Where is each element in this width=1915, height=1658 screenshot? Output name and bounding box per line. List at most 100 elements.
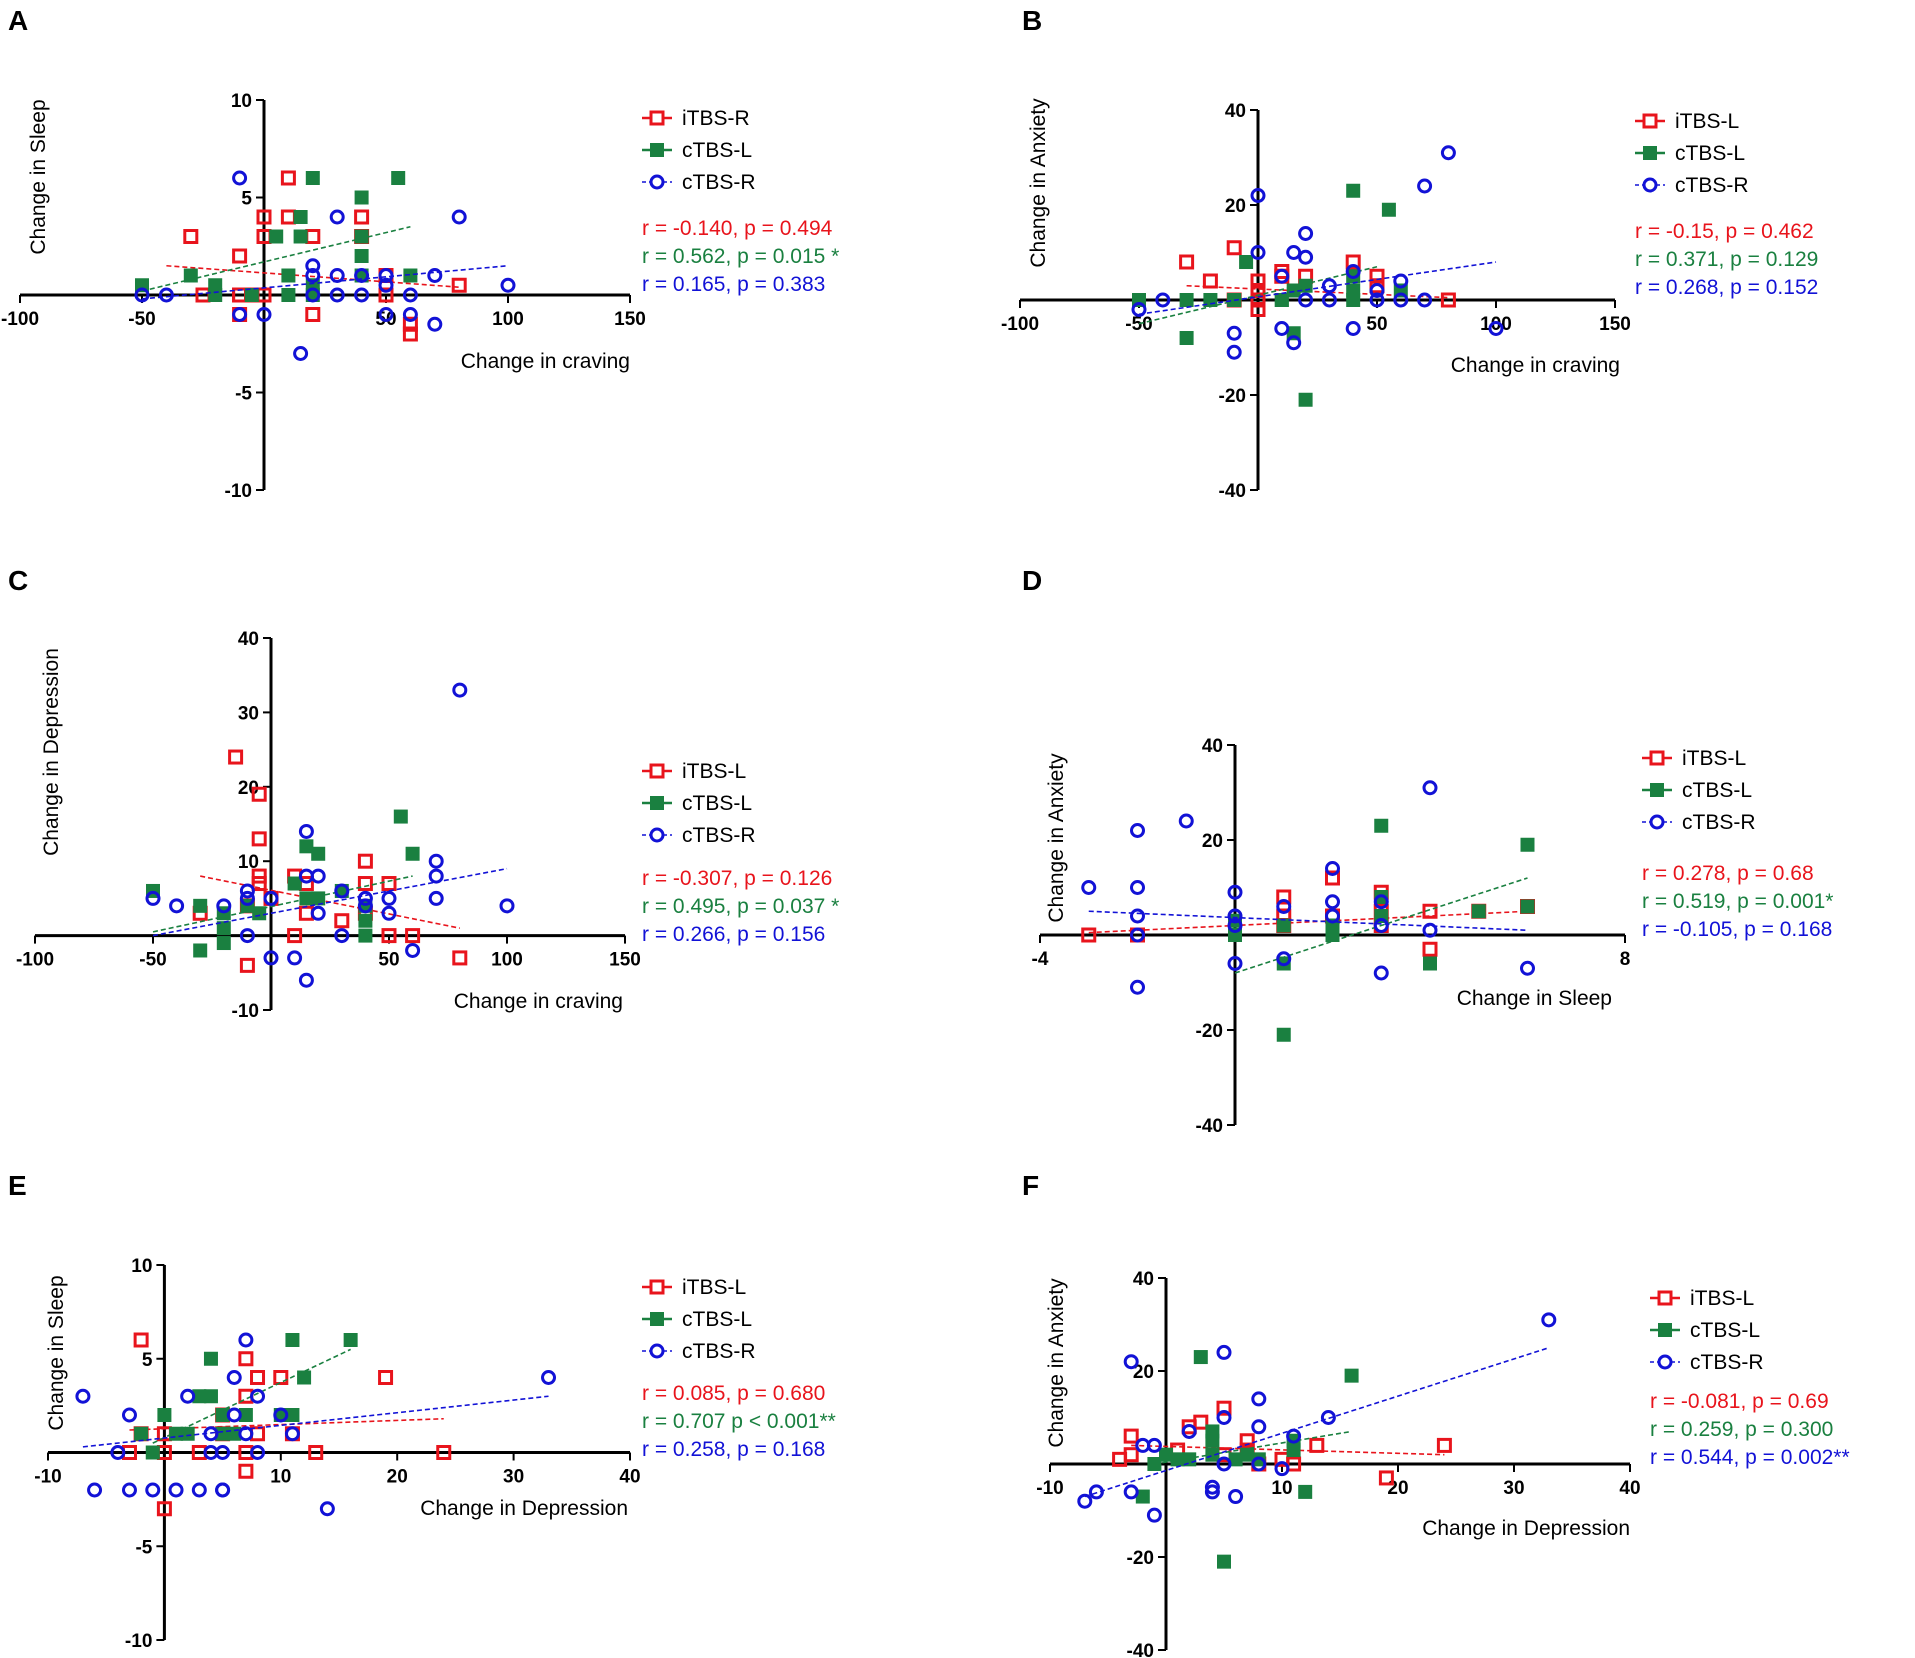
legend-label: cTBS-R xyxy=(1690,1351,1764,1374)
data-point xyxy=(1216,1400,1232,1416)
series-ctbs-r xyxy=(134,170,516,361)
data-point xyxy=(378,1370,394,1385)
data-point xyxy=(1373,918,1389,933)
data-point xyxy=(1298,1484,1313,1499)
data-point xyxy=(1130,908,1145,924)
x-tick-label: 30 xyxy=(503,1467,524,1488)
series-itbs-l xyxy=(192,749,468,973)
data-point xyxy=(1520,899,1535,914)
data-point xyxy=(1440,145,1456,161)
data-point xyxy=(208,288,223,302)
data-point xyxy=(1325,861,1340,876)
data-point xyxy=(1217,1554,1231,1569)
stat-text: r = 0.085, p = 0.680 xyxy=(642,1382,825,1405)
data-point xyxy=(1251,1456,1267,1472)
stat-text: r = 0.258, p = 0.168 xyxy=(642,1438,825,1461)
data-point xyxy=(251,786,267,802)
data-point xyxy=(1226,344,1242,360)
data-point xyxy=(121,1407,137,1423)
panel-letter: C xyxy=(8,565,28,596)
data-point xyxy=(1298,226,1314,241)
data-point xyxy=(1520,960,1535,976)
x-tick-label: 40 xyxy=(1619,1478,1640,1499)
data-point xyxy=(299,839,314,854)
data-point xyxy=(297,1370,312,1385)
stat-text: r = 0.259, p = 0.300 xyxy=(1650,1418,1833,1441)
legend-entry: iTBS-L xyxy=(1650,1287,1754,1310)
data-point xyxy=(305,268,321,283)
stat-text: r = 0.268, p = 0.152 xyxy=(1635,276,1818,299)
y-axis-label: Change in Anxiety xyxy=(1027,98,1050,268)
data-point xyxy=(499,898,515,914)
x-axis-label: Change in craving xyxy=(454,990,623,1013)
data-point xyxy=(203,1389,218,1404)
y-axis-label: Change in Sleep xyxy=(45,1275,68,1430)
data-point xyxy=(1240,1447,1255,1462)
data-point xyxy=(354,287,370,303)
data-point xyxy=(1423,956,1437,971)
stat-text: r = -0.105, p = 0.168 xyxy=(1642,918,1832,941)
data-point xyxy=(354,229,369,244)
stat-text: r = -0.15, p = 0.462 xyxy=(1635,220,1814,243)
data-point xyxy=(1182,1452,1197,1467)
data-point xyxy=(1123,1354,1139,1370)
data-point xyxy=(134,1426,149,1441)
data-point xyxy=(1274,1461,1290,1477)
fit-line xyxy=(1088,910,1528,934)
legend-marker xyxy=(649,763,665,779)
data-point xyxy=(334,913,350,929)
data-point xyxy=(226,1370,242,1385)
data-point xyxy=(1276,918,1291,933)
data-point xyxy=(1178,813,1194,829)
y-tick-label: -40 xyxy=(1196,1116,1223,1137)
data-point xyxy=(1298,249,1314,265)
data-point xyxy=(269,229,284,244)
data-point xyxy=(228,749,244,765)
data-point xyxy=(193,898,208,913)
data-point xyxy=(145,1482,161,1498)
x-tick-label: 100 xyxy=(1480,314,1512,335)
data-point xyxy=(203,1351,218,1366)
y-tick-label: 40 xyxy=(1202,736,1223,757)
data-point xyxy=(1123,1428,1139,1444)
data-point xyxy=(427,268,443,283)
data-point xyxy=(168,1482,184,1498)
data-point xyxy=(1346,293,1361,307)
data-point xyxy=(1193,1414,1209,1430)
data-point xyxy=(226,1407,242,1423)
data-point xyxy=(405,846,420,861)
data-point xyxy=(305,171,320,185)
data-point xyxy=(1227,908,1243,924)
data-point xyxy=(273,1407,289,1423)
legend-entry: cTBS-L xyxy=(1650,1319,1760,1342)
data-point xyxy=(1417,178,1433,194)
stat-text: r = 0.278, p = 0.68 xyxy=(1642,862,1814,885)
x-tick-label: 20 xyxy=(1387,1478,1408,1499)
legend-marker xyxy=(650,143,664,157)
x-tick-label: -100 xyxy=(16,950,54,971)
fit-line xyxy=(82,1395,549,1448)
stat-text: r = 0.371, p = 0.129 xyxy=(1635,248,1818,271)
data-point xyxy=(1250,292,1266,308)
data-point xyxy=(1440,292,1456,308)
legend-entry: iTBS-R xyxy=(642,107,750,130)
series-ctbs-l xyxy=(135,171,418,302)
data-point xyxy=(357,876,373,892)
data-point xyxy=(1286,1443,1301,1458)
x-tick-label: 100 xyxy=(492,309,524,330)
data-point xyxy=(216,921,231,936)
data-point xyxy=(203,1426,219,1442)
data-point xyxy=(1216,1344,1232,1360)
data-point xyxy=(145,890,161,906)
data-point xyxy=(1179,331,1194,345)
series-itbs-r xyxy=(166,170,467,342)
fit-line xyxy=(141,264,509,300)
data-point xyxy=(169,898,185,914)
data-point xyxy=(287,950,303,966)
data-point xyxy=(1286,335,1302,351)
data-point xyxy=(311,846,326,861)
panel-letter: D xyxy=(1022,565,1042,596)
data-point xyxy=(284,1426,300,1442)
stat-text: r = -0.140, p = 0.494 xyxy=(642,217,833,240)
stat-text: r = 0.266, p = 0.156 xyxy=(642,923,825,946)
